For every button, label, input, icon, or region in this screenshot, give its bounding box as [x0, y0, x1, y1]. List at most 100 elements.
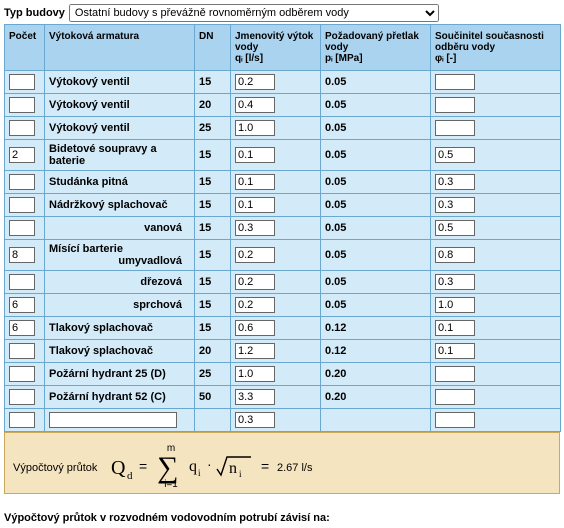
count-input[interactable]: [9, 74, 35, 90]
count-input[interactable]: [9, 97, 35, 113]
count-input[interactable]: [9, 343, 35, 359]
svg-text:Q: Q: [111, 457, 126, 479]
pi-value: 0.05: [321, 240, 431, 271]
table-row: sprchová150.05: [5, 294, 561, 317]
svg-text:=: =: [261, 458, 269, 474]
qi-input[interactable]: [235, 197, 275, 213]
dn-value: 15: [195, 217, 231, 240]
count-input[interactable]: [9, 197, 35, 213]
phi-input[interactable]: [435, 366, 475, 382]
table-row: Nádržkový splachovač15 0.05: [5, 194, 561, 217]
table-row: Výtokový ventil150.05: [5, 71, 561, 94]
armature-label: Tlakový splachovač: [45, 340, 195, 363]
dn-value: 50: [195, 386, 231, 409]
qi-input[interactable]: [235, 343, 275, 359]
svg-text:Výpočtový průtok: Výpočtový průtok: [13, 462, 98, 474]
phi-input[interactable]: [435, 97, 475, 113]
qi-input[interactable]: [235, 97, 275, 113]
qi-input[interactable]: [235, 74, 275, 90]
table-row: dřezová150.05: [5, 271, 561, 294]
count-input[interactable]: [9, 389, 35, 405]
pi-value: 0.05: [321, 117, 431, 140]
count-input[interactable]: [9, 147, 35, 163]
qi-input[interactable]: [235, 120, 275, 136]
bottom-note: Výpočtový průtok v rozvodném vodovodním …: [4, 512, 560, 524]
phi-input[interactable]: [435, 174, 475, 190]
phi-input[interactable]: [435, 247, 475, 263]
qi-input[interactable]: [235, 274, 275, 290]
phi-input[interactable]: [435, 412, 475, 428]
svg-text:·: ·: [207, 456, 212, 472]
count-input[interactable]: [9, 366, 35, 382]
count-input[interactable]: [9, 247, 35, 263]
table-row: Mísící barterieumyvadlová150.05: [5, 240, 561, 271]
table-row: Výtokový ventil200.05: [5, 94, 561, 117]
th-qi: Jmenovitý výtok vody qᵢ [l/s]: [231, 25, 321, 71]
qi-input[interactable]: [235, 247, 275, 263]
table-row: Požární hydrant 52 (C)500.20: [5, 386, 561, 409]
armature-label: Výtokový ventil: [45, 117, 195, 140]
qi-input[interactable]: [235, 174, 275, 190]
dn-value: 25: [195, 117, 231, 140]
dn-value: 15: [195, 140, 231, 171]
pi-value: 0.05: [321, 94, 431, 117]
phi-input[interactable]: [435, 197, 475, 213]
svg-text:q: q: [189, 458, 197, 475]
table-row: vanová150.05: [5, 217, 561, 240]
qi-input[interactable]: [235, 412, 275, 428]
qi-input[interactable]: [235, 220, 275, 236]
dn-value: 15: [195, 171, 231, 194]
pi-value: 0.12: [321, 317, 431, 340]
qi-input[interactable]: [235, 389, 275, 405]
formula-svg: Výpočtový průtok Q d = m ∑ i=1 q i · n i…: [13, 443, 553, 487]
armature-label: Bidetové soupravy a baterie: [45, 140, 195, 171]
count-input[interactable]: [9, 120, 35, 136]
dn-value: 25: [195, 363, 231, 386]
pi-value: 0.05: [321, 140, 431, 171]
phi-input[interactable]: [435, 389, 475, 405]
count-input[interactable]: [9, 174, 35, 190]
phi-input[interactable]: [435, 297, 475, 313]
phi-input[interactable]: [435, 220, 475, 236]
table-row: [5, 409, 561, 432]
th-pi: Požadovaný přetlak vody pᵢ [MPa]: [321, 25, 431, 71]
qi-input[interactable]: [235, 366, 275, 382]
count-input[interactable]: [9, 274, 35, 290]
table-row: Tlakový splachovač150.12: [5, 317, 561, 340]
table-row: Výtokový ventil25 0.05: [5, 117, 561, 140]
qi-input[interactable]: [235, 147, 275, 163]
phi-input[interactable]: [435, 74, 475, 90]
phi-input[interactable]: [435, 274, 475, 290]
pi-value: 0.05: [321, 217, 431, 240]
svg-text:i=1: i=1: [164, 479, 178, 487]
pi-value: 0.05: [321, 71, 431, 94]
dn-value: 15: [195, 194, 231, 217]
dn-value: 15: [195, 317, 231, 340]
building-type-select[interactable]: Ostatní budovy s převážně rovnoměrným od…: [69, 4, 439, 22]
phi-input[interactable]: [435, 147, 475, 163]
phi-input[interactable]: [435, 320, 475, 336]
armature-label: Požární hydrant 52 (C): [45, 386, 195, 409]
building-type-label: Typ budovy: [4, 7, 65, 19]
custom-armature-input[interactable]: [49, 412, 177, 428]
count-input[interactable]: [9, 412, 35, 428]
armature-label: Nádržkový splachovač: [45, 194, 195, 217]
armature-label: Výtokový ventil: [45, 71, 195, 94]
th-armature: Výtoková armatura: [45, 25, 195, 71]
count-input[interactable]: [9, 320, 35, 336]
pi-value: 0.05: [321, 194, 431, 217]
table-row: Požární hydrant 25 (D)250.20: [5, 363, 561, 386]
svg-text:n: n: [229, 460, 237, 477]
qi-input[interactable]: [235, 297, 275, 313]
svg-text:2.67 l/s: 2.67 l/s: [277, 462, 313, 474]
phi-input[interactable]: [435, 120, 475, 136]
count-input[interactable]: [9, 297, 35, 313]
qi-input[interactable]: [235, 320, 275, 336]
count-input[interactable]: [9, 220, 35, 236]
phi-input[interactable]: [435, 343, 475, 359]
armature-sub-label: Mísící barterieumyvadlová: [45, 240, 195, 271]
pi-value: 0.12: [321, 340, 431, 363]
pi-value: 0.05: [321, 294, 431, 317]
armature-sub-label: sprchová: [45, 294, 195, 317]
pi-value: 0.20: [321, 363, 431, 386]
